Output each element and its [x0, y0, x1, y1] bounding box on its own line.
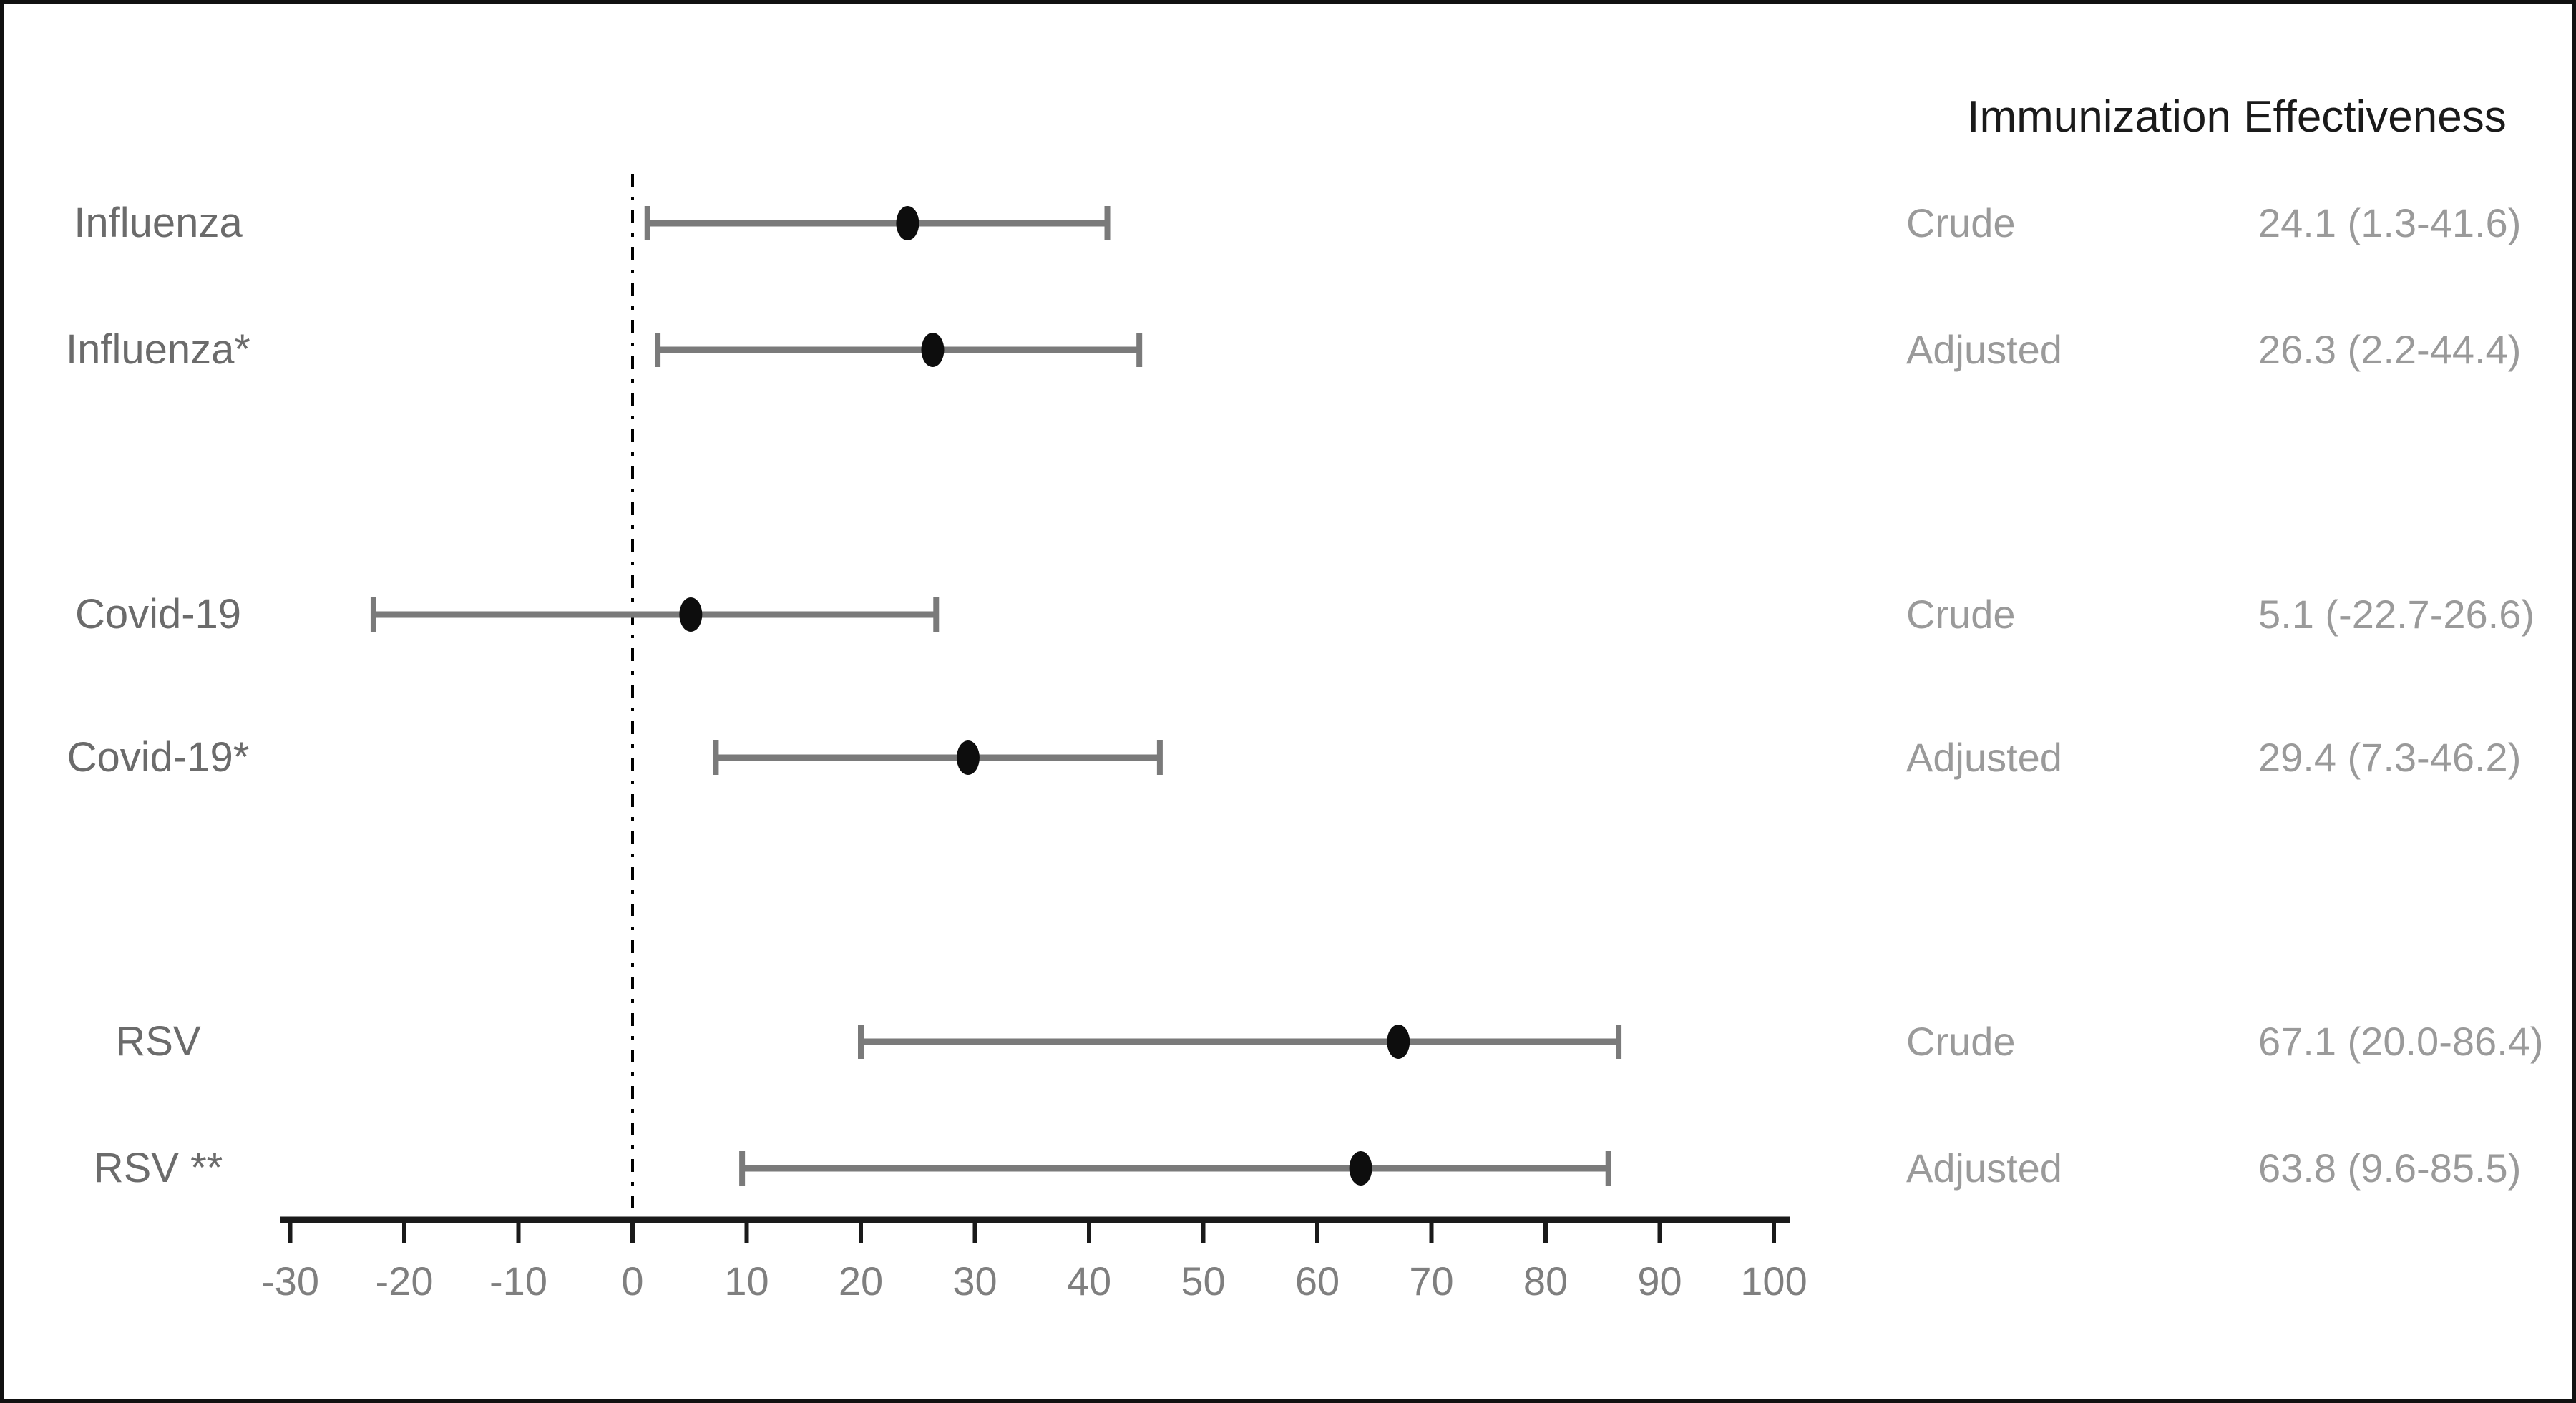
x-axis-tick-label: 40 [1067, 1258, 1111, 1304]
x-axis-tick-label: 90 [1637, 1258, 1682, 1304]
row-label: RSV [115, 1018, 201, 1065]
x-axis-tick-label: 50 [1181, 1258, 1225, 1304]
row-estimate-value: 5.1 (-22.7-26.6) [2258, 592, 2534, 637]
x-axis-tick-label: -10 [489, 1258, 547, 1304]
row-estimate-value: 26.3 (2.2-44.4) [2258, 327, 2522, 372]
x-axis-tick-label: 80 [1523, 1258, 1568, 1304]
row-label: Covid-19* [67, 734, 250, 781]
point-estimate-marker [921, 333, 945, 367]
row-estimate-type: Crude [1906, 1019, 2016, 1064]
point-estimate-marker [1387, 1025, 1410, 1059]
point-estimate-marker [679, 597, 703, 632]
row-estimate-value: 29.4 (7.3-46.2) [2258, 735, 2522, 780]
row-estimate-value: 67.1 (20.0-86.4) [2258, 1019, 2544, 1064]
x-axis-tick-label: 100 [1740, 1258, 1807, 1304]
row-estimate-type: Adjusted [1906, 735, 2062, 780]
row-estimate-type: Adjusted [1906, 1145, 2062, 1191]
row-label: RSV ** [93, 1145, 223, 1191]
x-axis-tick-label: -30 [261, 1258, 319, 1304]
x-axis-tick-label: 10 [724, 1258, 769, 1304]
x-axis-tick-label: 20 [839, 1258, 883, 1304]
x-axis-tick-label: 30 [952, 1258, 997, 1304]
row-label: Covid-19 [74, 591, 242, 637]
row-label: Influenza [74, 200, 243, 246]
chart-title: Immunization Effectiveness [1967, 92, 2507, 142]
row-estimate-value: 63.8 (9.6-85.5) [2258, 1145, 2522, 1191]
row-estimate-value: 24.1 (1.3-41.6) [2258, 200, 2522, 245]
row-label: Influenza* [66, 326, 250, 373]
forest-plot-canvas: -30 -20 -10 0 10 20 30 40 50 60 70 80 90 100 [261, 174, 1807, 1304]
point-estimate-marker [896, 206, 919, 240]
x-axis-tick-label: 0 [621, 1258, 643, 1304]
x-axis-tick-label: 60 [1295, 1258, 1340, 1304]
x-axis-tick-label: -20 [376, 1258, 434, 1304]
point-estimate-marker [1349, 1151, 1372, 1186]
row-estimate-type: Adjusted [1906, 327, 2062, 372]
x-axis-tick-label: 70 [1409, 1258, 1453, 1304]
row-estimate-type: Crude [1906, 200, 2016, 245]
point-estimate-marker [956, 740, 980, 775]
row-estimate-type: Crude [1906, 592, 2016, 637]
